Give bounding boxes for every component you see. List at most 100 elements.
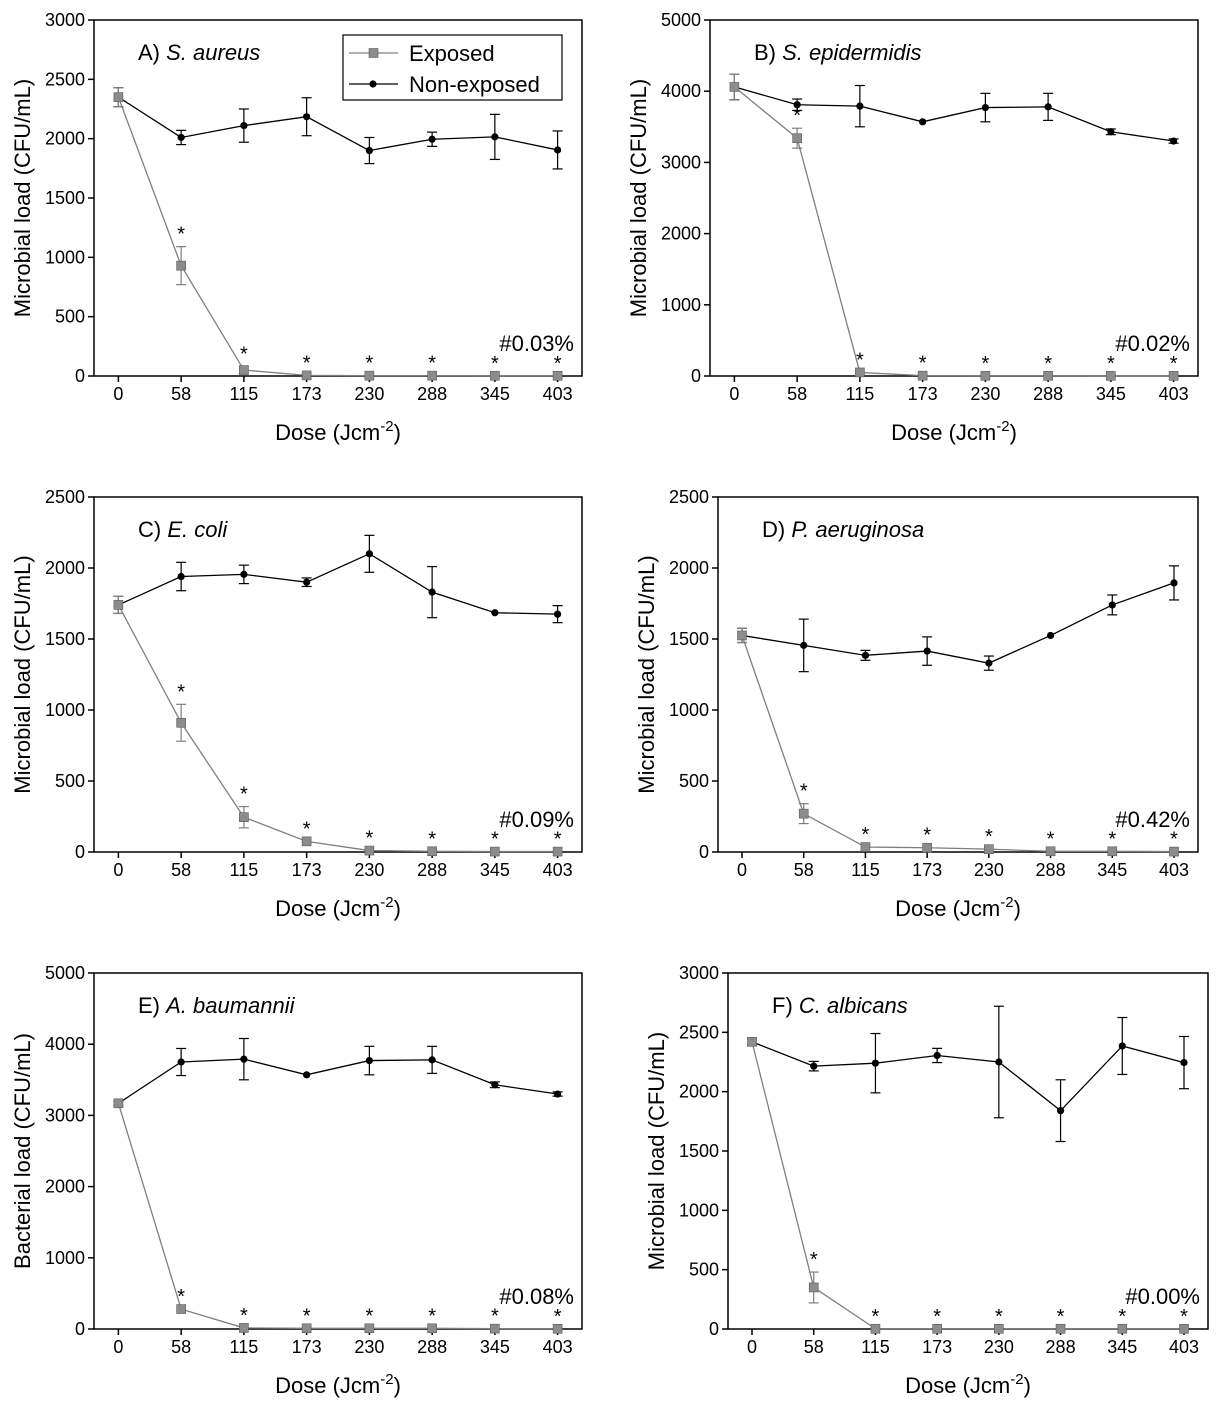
- significance-star: *: [554, 1306, 562, 1328]
- x-tick-label: 58: [794, 860, 814, 880]
- x-tick-label: 0: [747, 1337, 757, 1357]
- data-point: [729, 82, 740, 92]
- data-point: [1055, 1323, 1066, 1334]
- data-point: [177, 572, 185, 581]
- significance-star: *: [491, 1306, 499, 1328]
- data-point: [792, 133, 802, 143]
- series-exposed: [747, 1037, 1189, 1334]
- x-tick-label: 403: [543, 860, 573, 880]
- x-tick-label: 230: [354, 860, 384, 880]
- significance-star: *: [303, 352, 311, 374]
- x-axis-label: Dose (Jcm-2): [275, 418, 401, 445]
- x-tick-label: 173: [292, 384, 322, 404]
- chart-panel-b: 0 1000 2000 3000 4000 5000 0 58 115 173 230 288 345 4…: [626, 10, 1199, 445]
- data-point: [239, 812, 249, 823]
- y-tick-label: 2000: [669, 558, 709, 578]
- panel-title: E) A. baumannii: [138, 993, 296, 1018]
- x-tick-label: 0: [113, 860, 123, 880]
- series-exposed: [113, 1098, 563, 1334]
- y-axis-label: Microbial load (CFU/mL): [644, 1032, 669, 1270]
- significance-star: *: [1170, 353, 1178, 375]
- data-point: [427, 1323, 437, 1334]
- data-point: [301, 836, 312, 847]
- panel-title: A) S. aureus: [138, 40, 260, 65]
- x-tick-label: 403: [543, 384, 573, 404]
- y-tick-label: 1500: [679, 1141, 719, 1161]
- x-axis-label: Dose (Jcm-2): [275, 894, 401, 921]
- data-point: [239, 1323, 249, 1333]
- series-exposed: [737, 627, 1179, 857]
- data-point: [933, 1051, 941, 1060]
- significance-star: *: [1107, 353, 1115, 375]
- x-tick-label: 288: [1033, 384, 1063, 404]
- data-point: [428, 135, 436, 143]
- y-tick-label: 0: [75, 1319, 85, 1339]
- significance-star: *: [428, 1305, 436, 1327]
- x-tick-label: 230: [984, 1337, 1014, 1357]
- data-point: [1117, 1323, 1128, 1334]
- data-point: [1170, 579, 1178, 587]
- plot-frame: [727, 972, 1209, 1330]
- y-axis-label: Microbial load (CFU/mL): [10, 79, 35, 317]
- y-tick-label: 1500: [669, 629, 709, 649]
- y-tick-label: 1500: [45, 629, 85, 649]
- series-line: [118, 1058, 558, 1104]
- significance-star: *: [1180, 1306, 1188, 1328]
- data-point: [1179, 1323, 1189, 1334]
- x-tick-label: 173: [292, 1337, 322, 1357]
- data-point: [491, 609, 499, 617]
- series-line: [117, 604, 558, 853]
- significance-star: *: [1108, 828, 1116, 850]
- data-point: [1118, 1042, 1126, 1050]
- data-point: [923, 647, 931, 655]
- data-point: [1043, 370, 1053, 381]
- x-tick-label: 115: [230, 384, 259, 404]
- y-axis-label: Microbial load (CFU/mL): [634, 555, 659, 793]
- y-tick-label: 5000: [45, 963, 85, 983]
- significance-star: *: [303, 1305, 311, 1327]
- y-axis-label: Bacterial load (CFU/mL): [10, 1033, 35, 1269]
- series-line: [733, 86, 1174, 377]
- significance-star: *: [923, 825, 931, 847]
- data-point: [303, 113, 311, 121]
- x-tick-label: 115: [861, 1337, 890, 1357]
- y-tick-label: 1000: [45, 247, 85, 267]
- x-tick-label: 173: [292, 860, 322, 880]
- x-axis-label: Dose (Jcm-2): [275, 1371, 401, 1398]
- significance-star: *: [872, 1306, 880, 1328]
- y-tick-label: 0: [75, 366, 85, 386]
- legend-marker: [368, 48, 379, 58]
- y-tick-label: 0: [75, 842, 85, 862]
- chart-panel-a: 0 500 1000 1500 2000 2500 3000 0 58 115 173 230 288 3…: [10, 10, 583, 445]
- y-axis-label: Microbial load (CFU/mL): [10, 555, 35, 793]
- data-point: [1107, 846, 1118, 857]
- data-point: [855, 367, 865, 378]
- data-point: [428, 1056, 436, 1064]
- series-line: [751, 1041, 1185, 1112]
- significance-star: *: [365, 828, 373, 850]
- data-point: [177, 133, 185, 142]
- y-tick-label: 0: [709, 1319, 719, 1339]
- panel-note: #0.08%: [499, 1284, 574, 1309]
- data-point: [1046, 631, 1055, 640]
- data-point: [552, 1323, 563, 1334]
- y-tick-label: 2500: [669, 487, 709, 507]
- x-tick-label: 115: [230, 1337, 259, 1357]
- chart-panel-d: 0 500 1000 1500 2000 2500 0 58 115 173 230 288 345 40…: [634, 487, 1199, 921]
- data-point: [301, 370, 312, 381]
- data-point: [737, 630, 747, 641]
- y-tick-label: 3000: [45, 1105, 85, 1125]
- y-tick-label: 4000: [661, 81, 701, 101]
- series-line: [741, 635, 1175, 853]
- data-point: [856, 102, 864, 110]
- data-point: [240, 570, 248, 578]
- data-point: [917, 370, 928, 381]
- significance-star: *: [303, 818, 311, 840]
- data-point: [981, 103, 989, 112]
- data-point: [490, 1323, 500, 1334]
- y-tick-label: 1000: [45, 1248, 85, 1268]
- data-point: [365, 146, 373, 155]
- panel-note: #0.09%: [499, 807, 574, 832]
- data-point: [554, 1090, 562, 1098]
- x-axis-label: Dose (Jcm-2): [891, 418, 1017, 445]
